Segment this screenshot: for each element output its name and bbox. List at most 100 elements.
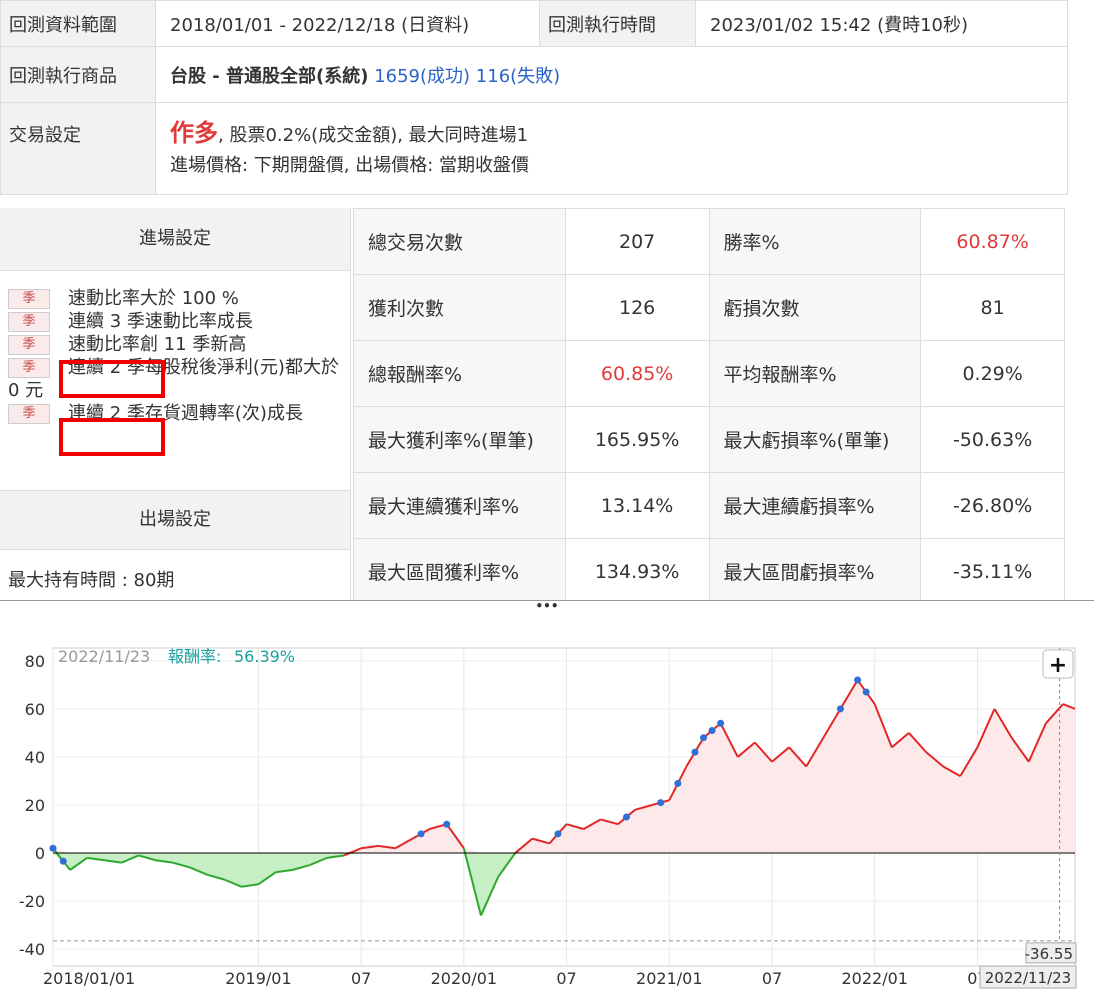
new-high-dot xyxy=(700,734,708,742)
x-tick-label: 2018/01/01 xyxy=(43,969,135,988)
trade-label: 交易設定 xyxy=(0,102,156,195)
stat-value: 13.14% xyxy=(564,472,710,539)
stat-value: 165.95% xyxy=(564,406,710,473)
new-high-dot xyxy=(417,830,425,838)
exec-time-label: 回測執行時間 xyxy=(539,0,696,47)
return-line-segment xyxy=(737,741,756,758)
new-high-dot xyxy=(717,719,725,727)
product-label: 回測執行商品 xyxy=(0,46,156,103)
entry-condition: 季速動比率創 11 季新高 xyxy=(0,333,350,356)
return-line-segment xyxy=(172,861,191,869)
zoom-button[interactable] xyxy=(1042,649,1074,679)
statistics-table: 總交易次數 207 勝率% 60.87% 獲利次數 126 虧損次數 81 總報酬率% 60.85… xyxy=(353,208,1065,600)
stat-value: 207 xyxy=(564,208,710,275)
stat-value: -26.80% xyxy=(920,472,1065,539)
exec-time-value: 2023/01/02 15:42 (費時10秒) xyxy=(695,0,1068,47)
success-count[interactable]: 1659(成功) xyxy=(374,65,471,87)
stat-label: 最大區間獲利率% xyxy=(353,538,566,600)
panel-splitter[interactable]: ••• xyxy=(0,600,1094,617)
stat-label: 獲利次數 xyxy=(353,274,566,341)
entry-conditions: 季速動比率大於 100 % 季連續 3 季速動比率成長 季速動比率創 11 季新… xyxy=(0,271,350,425)
x-tick-label: 2021/01 xyxy=(636,969,702,988)
stats-row: 總報酬率% 60.85% 平均報酬率% 0.29% xyxy=(353,340,1065,407)
stats-row: 最大連續獲利率% 13.14% 最大連續虧損率% -26.80% xyxy=(353,472,1065,539)
stat-value: 60.87% xyxy=(920,208,1065,275)
x-tick-label: 2019/01 xyxy=(225,969,291,988)
entry-header: 進場設定 xyxy=(0,208,350,271)
product-name: 台股 - 普通股全部(系統) xyxy=(170,65,369,87)
return-line-segment xyxy=(1010,737,1030,763)
highlight-box xyxy=(59,360,165,398)
stat-label: 總報酬率% xyxy=(353,340,566,407)
y-tick-label: 0 xyxy=(35,844,45,863)
new-high-dot xyxy=(443,820,451,828)
entry-condition: 季速動比率大於 100 % xyxy=(0,287,350,310)
cursor-date-badge xyxy=(979,965,1077,989)
equity-chart-svg[interactable]: 80 60 40 20 0 -20 -40 2022/11/23 報酬率: 56.39% +2018… xyxy=(0,616,1094,992)
hover-value: 56.39% xyxy=(234,647,295,666)
return-line-segment xyxy=(771,746,790,763)
trade-line1: , 股票0.2%(成交金額), 最大同時進場1 xyxy=(218,125,529,146)
product-value: 台股 - 普通股全部(系統) 1659(成功) 116(失敗) xyxy=(155,46,1068,103)
return-line-segment xyxy=(908,732,927,753)
entry-exit-panel: 進場設定 季速動比率大於 100 % 季連續 3 季速動比率成長 季速動比率創 … xyxy=(0,208,351,600)
stat-label: 最大獲利率%(單筆) xyxy=(353,406,566,473)
stats-row: 總交易次數 207 勝率% 60.87% xyxy=(353,208,1065,275)
return-line-segment xyxy=(514,837,533,854)
return-line-segment xyxy=(189,866,208,876)
trade-direction: 作多 xyxy=(170,119,218,147)
return-line-segment xyxy=(839,679,859,710)
return-line-segment xyxy=(241,883,259,888)
season-tag: 季 xyxy=(8,312,50,332)
stat-value: -50.63% xyxy=(920,406,1065,473)
stat-label: 勝率% xyxy=(708,208,922,275)
return-line-segment xyxy=(583,818,602,830)
season-tag: 季 xyxy=(8,404,50,424)
return-line-segment xyxy=(822,708,842,739)
return-line-segment xyxy=(138,854,156,862)
stats-row: 獲利次數 126 虧損次數 81 xyxy=(353,274,1065,341)
new-high-dot xyxy=(657,799,665,807)
new-high-dot xyxy=(854,676,862,684)
return-line-segment xyxy=(1062,703,1076,710)
stat-value: 60.85% xyxy=(564,340,710,407)
gain-area xyxy=(53,680,1075,854)
return-line-segment xyxy=(891,732,910,749)
season-tag: 季 xyxy=(8,335,50,355)
new-high-dot xyxy=(554,830,562,838)
stat-value: 0.29% xyxy=(920,340,1065,407)
new-high-dot xyxy=(708,726,716,734)
return-line-segment xyxy=(292,864,311,871)
return-line-segment xyxy=(121,854,139,864)
backtest-info-table: 回測資料範圍 2018/01/01 - 2022/12/18 (日資料) 回測執… xyxy=(0,0,1068,195)
stat-label: 平均報酬率% xyxy=(708,340,922,407)
trade-line2: 進場價格: 下期開盤價, 出場價格: 當期收盤價 xyxy=(170,155,530,176)
return-line-segment xyxy=(976,708,996,748)
y-tick-label: 60 xyxy=(25,700,45,719)
equity-chart[interactable]: 80 60 40 20 0 -20 -40 2022/11/23 報酬率: 56.39% +2018… xyxy=(0,616,1094,992)
drag-handle-icon[interactable]: ••• xyxy=(535,599,559,613)
y-tick-label: 80 xyxy=(25,652,45,671)
stats-row: 最大區間獲利率% 134.93% 最大區間虧損率% -35.11% xyxy=(353,538,1065,600)
stat-value: -35.11% xyxy=(920,538,1065,600)
fail-count[interactable]: 116(失敗) xyxy=(475,65,561,87)
y-tick-label: -20 xyxy=(19,892,45,911)
return-line-segment xyxy=(497,852,517,878)
stat-label: 最大連續獲利率% xyxy=(353,472,566,539)
plus-icon[interactable]: + xyxy=(1049,653,1067,678)
exit-header: 出場設定 xyxy=(0,490,350,550)
return-line-segment xyxy=(993,708,1013,739)
trade-settings: 作多, 股票0.2%(成交金額), 最大同時進場1 進場價格: 下期開盤價, 出… xyxy=(155,102,1068,195)
min-value-badge xyxy=(1025,942,1077,964)
return-line-segment xyxy=(788,746,807,768)
stat-value: 81 xyxy=(920,274,1065,341)
return-line-segment xyxy=(754,741,773,763)
x-tick-label: 2022/01 xyxy=(841,969,907,988)
hover-label: 報酬率: xyxy=(168,647,221,666)
return-line-segment xyxy=(634,804,653,811)
return-line-segment xyxy=(445,823,465,849)
return-line-segment xyxy=(361,844,379,850)
return-line-segment xyxy=(532,837,550,845)
stat-label: 最大虧損率%(單筆) xyxy=(708,406,922,473)
return-line-segment xyxy=(104,859,122,864)
